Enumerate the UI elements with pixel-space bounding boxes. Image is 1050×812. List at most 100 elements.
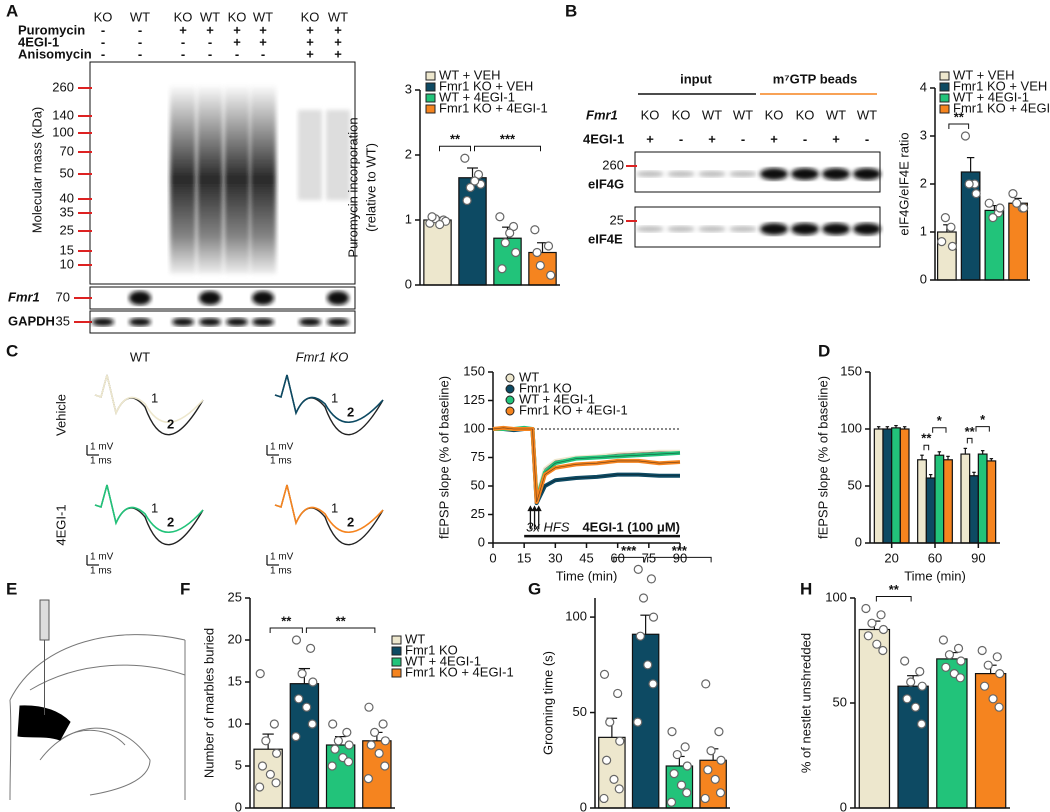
lane-label: KO [174, 9, 193, 24]
significance-bracket [305, 627, 376, 633]
legend-swatch [391, 646, 402, 656]
data-point [465, 182, 475, 193]
y-tick-label: 100 [840, 420, 862, 435]
significance-bracket [932, 427, 947, 433]
row-mark: + [179, 22, 187, 37]
y-tick-label: 50 [833, 694, 847, 709]
blot-band [299, 318, 321, 326]
data-point [635, 631, 645, 641]
trace [274, 374, 384, 424]
x-tick-label: 60 [928, 550, 942, 565]
data-point [906, 677, 916, 687]
annotation: 3x HFS [526, 520, 570, 535]
mass-marker: 100 [52, 124, 74, 139]
data-point [867, 618, 877, 628]
lane-label: WT [200, 9, 220, 24]
legend-swatch [939, 82, 950, 92]
data-point [333, 736, 343, 746]
blot-band [226, 318, 248, 326]
trace-label: 1 [151, 500, 158, 515]
data-point [261, 736, 271, 746]
y-tick-label: 1 [405, 211, 412, 226]
y-tick-label: 10 [228, 715, 242, 730]
row-mark: + [334, 46, 342, 61]
row-mark: + [206, 22, 214, 37]
row-mark: + [306, 46, 314, 61]
panel-label: A [6, 1, 18, 20]
significance-bracket [439, 145, 471, 152]
y-tick-label: 25 [228, 589, 242, 604]
data-point [715, 788, 726, 798]
legend-label: Fmr1 KO [405, 642, 458, 657]
y-axis-label: fEPSP slope (% of baseline) [436, 376, 451, 539]
significance-label: ** [336, 613, 347, 628]
data-point [364, 702, 374, 712]
data-point [374, 748, 384, 759]
trace [274, 484, 384, 546]
bar [458, 177, 487, 286]
data-point [710, 774, 720, 784]
data-point [343, 757, 354, 767]
y-tick-label: 0 [840, 799, 847, 812]
data-point [470, 176, 480, 186]
row-mark: - [261, 46, 265, 61]
data-point [669, 769, 679, 779]
data-point [937, 237, 947, 247]
y-tick-label: 0 [405, 276, 412, 291]
data-point [500, 238, 510, 248]
blot-band [760, 168, 788, 180]
row-mark: - [208, 46, 212, 61]
data-point [878, 624, 889, 635]
y-tick-label: 0 [920, 271, 927, 286]
lane-label: WT [857, 107, 877, 122]
mass-marker: 260 [52, 79, 74, 94]
data-point [530, 225, 540, 235]
blot-band [822, 168, 850, 180]
row-mark: - [138, 46, 142, 61]
y-tick-label: 5 [235, 757, 242, 772]
significance-label: *** [621, 543, 637, 558]
row-mark: - [101, 22, 105, 37]
trace-label: 2 [347, 514, 354, 529]
series-line [492, 425, 681, 504]
legend-label: Fmr1 KO + 4EGI-1 [953, 100, 1050, 115]
significance-bracket [474, 145, 541, 152]
data-point [599, 793, 609, 804]
data-point [257, 761, 268, 771]
brain-diagram [9, 599, 186, 801]
data-point [938, 635, 949, 645]
data-point [995, 668, 1005, 679]
row-mark: + [233, 22, 241, 37]
significance-label: ** [921, 431, 932, 446]
data-point [543, 241, 554, 251]
data-point [495, 212, 505, 222]
data-point [955, 673, 965, 683]
data-point [680, 742, 690, 752]
mass-marker: 70 [60, 143, 74, 158]
treatment-mark: + [770, 131, 778, 146]
data-point [265, 769, 275, 780]
data-point [964, 179, 974, 189]
trace [94, 484, 204, 534]
y-axis-label: fEPSP slope (% of baseline) [815, 376, 830, 539]
significance-bracket [923, 444, 930, 451]
data-point [994, 702, 1004, 712]
legend-label: Fmr1 KO + 4EGI-1 [439, 100, 548, 115]
y-tick-label: 25 [471, 506, 485, 521]
data-point [302, 702, 312, 712]
y-tick-label: 50 [573, 704, 587, 719]
data-point [330, 744, 340, 754]
lane-label: KO [672, 107, 691, 122]
bar [289, 683, 320, 809]
significance-label: * [937, 413, 943, 428]
treatment-mark: - [741, 131, 745, 146]
legend-label: Fmr1 KO + VEH [439, 78, 533, 93]
row-mark: - [181, 46, 185, 61]
blot-band [636, 171, 664, 177]
y-axis-label: Grooming time (s) [540, 651, 555, 755]
lane-label: KO [796, 107, 815, 122]
bar [974, 672, 1007, 809]
significance-label: ** [450, 132, 461, 147]
row-mark: + [306, 34, 314, 49]
